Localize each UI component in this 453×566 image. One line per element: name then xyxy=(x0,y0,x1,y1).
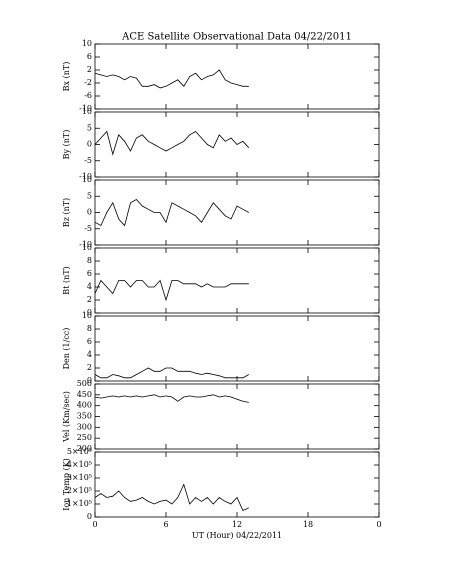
y-axis-label: Bt (nT) xyxy=(62,266,71,294)
panel-frame xyxy=(94,383,380,450)
data-line xyxy=(94,483,249,512)
y-axis-label: Bx (nT) xyxy=(62,62,71,92)
data-line xyxy=(94,69,249,89)
y-tick-label: 200 xyxy=(77,444,92,453)
y-tick-label: 2 xyxy=(87,363,92,372)
y-tick-label: 4 xyxy=(87,350,92,359)
x-tick-label: 18 xyxy=(303,520,313,529)
y-tick-label: -10 xyxy=(79,240,92,249)
y-tick-label: -2 xyxy=(84,78,92,87)
y-tick-label: -5 xyxy=(84,224,92,233)
y-tick-label: -10 xyxy=(79,104,92,113)
y-tick-label: 0 xyxy=(87,208,92,217)
y-tick-label: -6 xyxy=(84,91,92,100)
panel-frame xyxy=(94,451,380,518)
y-tick-label: 400 xyxy=(77,401,92,410)
panel-frame xyxy=(94,179,380,246)
x-tick-label: 6 xyxy=(163,520,168,529)
x-tick-label: 0 xyxy=(376,520,381,529)
data-line xyxy=(94,130,250,156)
y-tick-label: 10 xyxy=(82,107,92,116)
data-line xyxy=(94,394,249,403)
y-tick-label: 500 xyxy=(77,379,92,388)
y-tick-label: 0 xyxy=(87,140,92,149)
y-tick-label: -5 xyxy=(84,156,92,165)
y-tick-label: 10 xyxy=(82,311,92,320)
y-axis-label: By (nT) xyxy=(62,130,71,160)
y-tick-label: 10 xyxy=(82,243,92,252)
y-axis-label: Bz (nT) xyxy=(62,198,71,227)
y-tick-label: 2×10⁵ xyxy=(67,486,92,495)
y-tick-label: 2 xyxy=(87,295,92,304)
y-tick-label: 2 xyxy=(87,65,92,74)
y-tick-label: 10 xyxy=(82,39,92,48)
chart-title: ACE Satellite Observational Data 04/22/2… xyxy=(121,32,352,43)
y-tick-label: 1×10⁵ xyxy=(67,499,92,508)
y-tick-label: 250 xyxy=(77,433,92,442)
y-axis-label: Vel (Km/sec) xyxy=(62,391,71,443)
y-tick-label: 350 xyxy=(77,412,92,421)
x-axis-label: UT (Hour) 04/22/2011 xyxy=(192,531,282,540)
data-line xyxy=(94,279,249,302)
y-tick-label: 6 xyxy=(87,337,92,346)
y-tick-label: 0 xyxy=(87,512,92,521)
data-line xyxy=(94,198,249,227)
y-axis-label: Den (1/cc) xyxy=(62,328,71,370)
y-tick-label: 3×10⁵ xyxy=(67,473,92,482)
y-tick-label: 5×10⁵ xyxy=(67,447,92,456)
y-tick-label: 5 xyxy=(87,191,92,200)
x-tick-label: 0 xyxy=(92,520,97,529)
y-tick-label: 4×10⁵ xyxy=(67,460,92,469)
y-tick-label: 0 xyxy=(87,376,92,385)
y-tick-label: 6 xyxy=(87,269,92,278)
y-axis-label: Ion Temp (K) xyxy=(62,458,71,511)
y-tick-label: -10 xyxy=(79,172,92,181)
y-tick-label: 8 xyxy=(87,324,92,333)
y-tick-label: 0 xyxy=(87,308,92,317)
y-tick-label: 6 xyxy=(87,52,92,61)
y-tick-label: 5 xyxy=(87,123,92,132)
y-tick-label: 300 xyxy=(77,422,92,431)
y-tick-label: 8 xyxy=(87,256,92,265)
x-tick-label: 12 xyxy=(232,520,242,529)
panel-frame xyxy=(94,43,380,110)
data-line xyxy=(94,367,249,379)
y-tick-label: 10 xyxy=(82,175,92,184)
y-tick-label: 4 xyxy=(87,282,92,291)
y-tick-label: 450 xyxy=(77,390,92,399)
panel-frame xyxy=(94,315,380,382)
